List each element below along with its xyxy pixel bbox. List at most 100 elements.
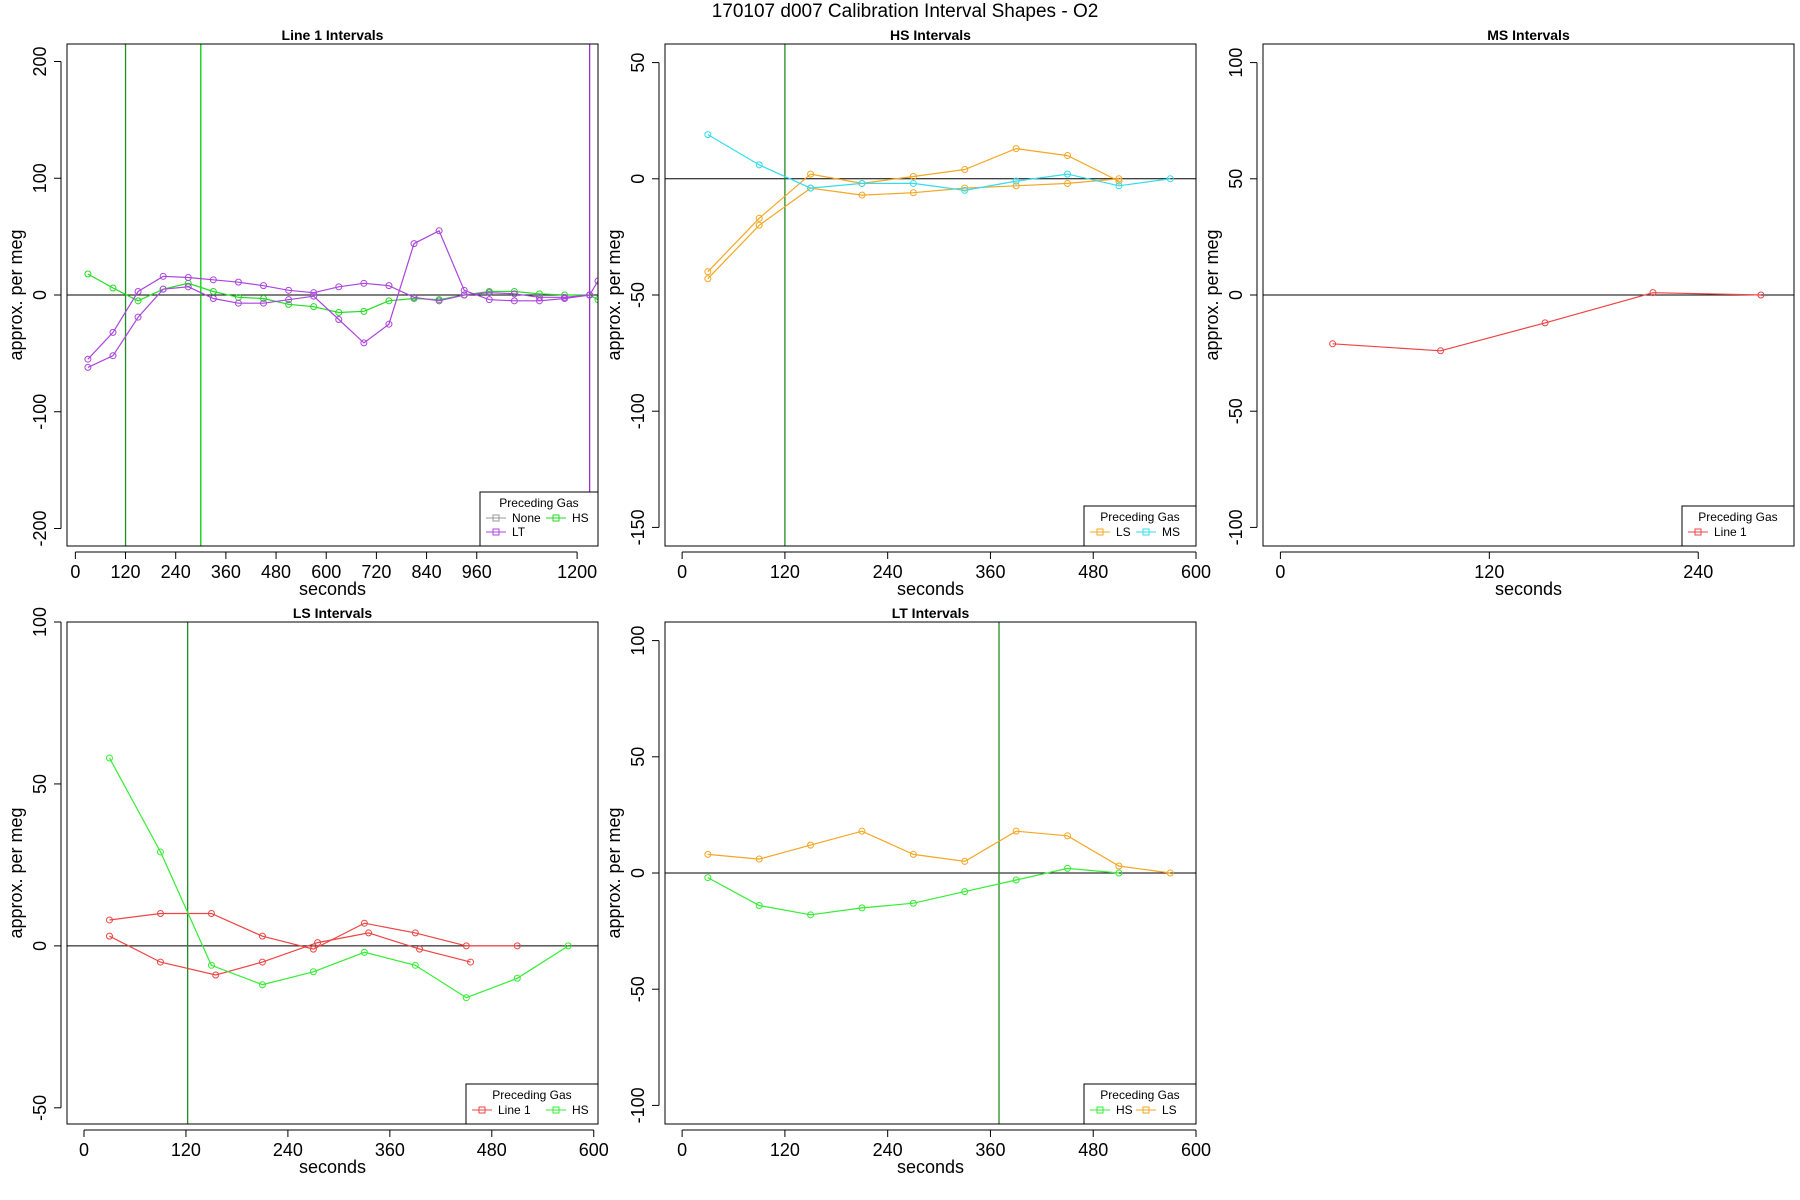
series-line [707, 830, 1171, 874]
data-point [285, 300, 293, 308]
data-point [462, 994, 470, 1002]
x-tick-label: 480 [477, 1140, 507, 1160]
x-tick-label: 360 [975, 562, 1005, 582]
y-tick-label: 200 [30, 46, 50, 76]
y-tick-label: -150 [628, 509, 648, 545]
data-point [109, 328, 117, 336]
x-tick-label: 240 [273, 1140, 303, 1160]
data-point [285, 286, 293, 294]
legend-title: Preceding Gas [492, 1088, 571, 1102]
data-point [435, 297, 443, 305]
x-tick-label: 360 [975, 1140, 1005, 1160]
data-point [156, 848, 164, 856]
data-point [360, 919, 368, 927]
data-point [159, 272, 167, 280]
data-point [961, 184, 969, 192]
data-point [309, 945, 317, 953]
data-point [207, 961, 215, 969]
data-point [84, 363, 92, 371]
data-point [1115, 862, 1123, 870]
y-tick-label: -50 [628, 282, 648, 308]
x-tick-label: 120 [1474, 562, 1504, 582]
data-point [755, 221, 763, 229]
data-point [105, 754, 113, 762]
x-axis-label: seconds [299, 1157, 366, 1177]
legend-swatch-marker [1694, 528, 1702, 536]
data-point [961, 166, 969, 173]
data-point [467, 958, 475, 966]
data-point [586, 291, 594, 299]
plot-area [665, 44, 1196, 546]
y-tick-label: 0 [628, 174, 648, 184]
chart-panel: LS Intervals 0 120 240 360 480 600 seconds -50 0 5… [6, 605, 609, 1177]
x-tick-label: 0 [677, 562, 687, 582]
y-tick-label: 0 [628, 868, 648, 878]
legend-title: Preceding Gas [1100, 510, 1179, 524]
legend-label: LT [512, 525, 526, 539]
series-line [109, 912, 518, 950]
data-point [212, 971, 220, 979]
data-point [1064, 179, 1072, 187]
data-point [360, 948, 368, 956]
data-point [109, 352, 117, 360]
data-point [365, 929, 373, 937]
data-point [807, 841, 815, 849]
legend-label: MS [1162, 525, 1180, 539]
y-tick-label: 0 [1226, 290, 1246, 300]
legend-box [1681, 505, 1795, 547]
chart-panel: MS Intervals 0 120 240 seconds -100 -50 0 50 100 a… [1202, 27, 1795, 599]
data-point [1064, 832, 1072, 840]
legend-swatch-marker [1096, 528, 1104, 536]
series-line [707, 134, 1171, 192]
y-tick-label: 0 [30, 290, 50, 300]
data-point [360, 339, 368, 347]
data-point [510, 290, 518, 298]
series-line [707, 178, 1119, 280]
data-point [184, 273, 192, 281]
legend-label: HS [572, 511, 589, 525]
y-axis-label: approx. per meg [1202, 229, 1222, 360]
data-point [84, 270, 92, 278]
x-tick-label: 1200 [557, 562, 597, 582]
series-line [707, 867, 1119, 916]
data-point [462, 942, 470, 950]
x-tick-label: 240 [873, 1140, 903, 1160]
data-point [755, 855, 763, 863]
panel-title: HS Intervals [890, 27, 971, 43]
data-point [310, 303, 318, 311]
y-tick-label: -50 [30, 1095, 50, 1121]
data-point [1115, 177, 1123, 185]
y-axis-label: approx. per meg [604, 807, 624, 938]
data-point [310, 292, 318, 300]
legend-box [479, 491, 599, 547]
y-tick-label: -100 [1226, 509, 1246, 545]
data-point [260, 299, 268, 307]
data-point [105, 916, 113, 924]
data-point [1166, 175, 1174, 183]
data-point [1012, 182, 1020, 190]
data-point [159, 285, 167, 293]
plot-frame [664, 621, 1197, 1125]
legend-swatch-marker [1142, 1106, 1150, 1114]
panel-title: LS Intervals [293, 605, 373, 621]
plot-area [67, 44, 598, 546]
x-tick-label: 240 [161, 562, 191, 582]
data-point [84, 355, 92, 363]
data-point [1757, 291, 1765, 299]
data-point [909, 179, 917, 187]
plot-area [1263, 289, 1794, 355]
data-point [535, 297, 543, 305]
data-point [410, 293, 418, 301]
legend-swatch-marker [492, 514, 500, 522]
data-point [360, 279, 368, 287]
data-point [1115, 869, 1123, 877]
data-point [1115, 182, 1123, 190]
x-tick-label: 600 [1181, 562, 1211, 582]
data-point [961, 857, 969, 865]
data-point [1064, 170, 1072, 178]
data-point [460, 291, 468, 299]
data-point [704, 850, 712, 858]
legend-label: Line 1 [1714, 525, 1747, 539]
